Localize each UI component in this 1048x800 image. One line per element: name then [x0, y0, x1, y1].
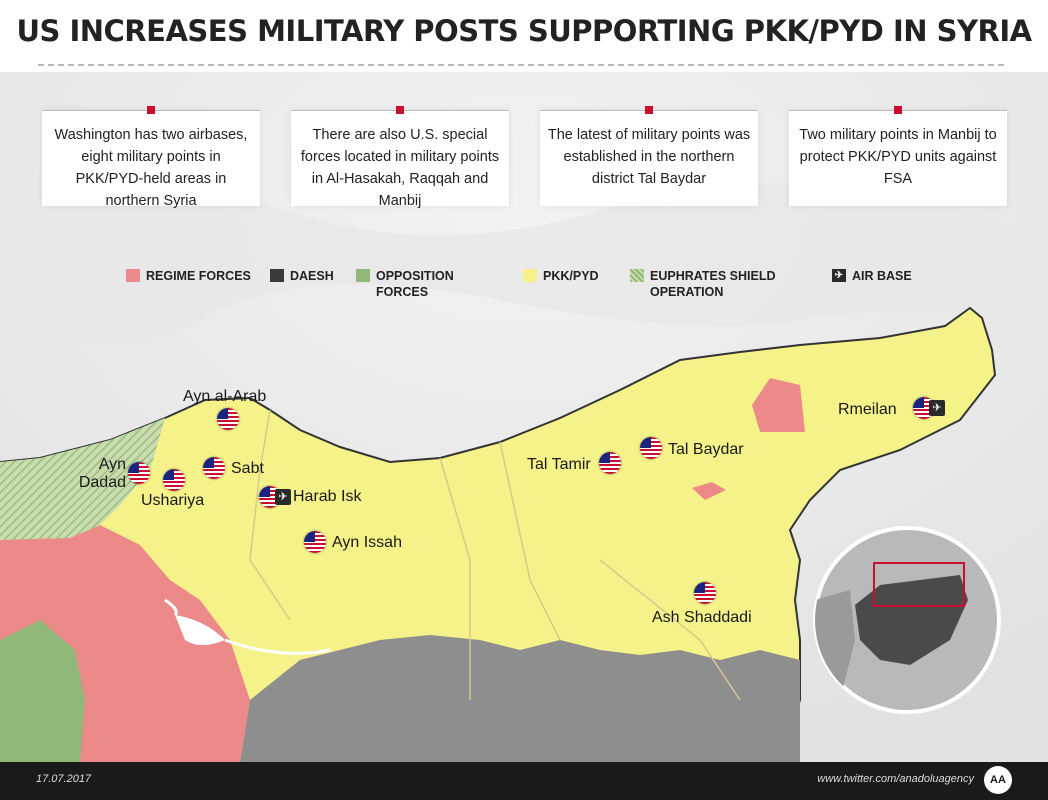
legend-swatch: [126, 269, 140, 282]
us-flag-icon: [128, 462, 150, 484]
legend-swatch: [523, 269, 537, 282]
info-box: Two military points in Manbij to protect…: [789, 106, 1007, 206]
airplane-icon: ✈: [275, 489, 291, 505]
info-box: There are also U.S. special forces locat…: [291, 106, 509, 209]
euphrates-shield-area: [0, 418, 165, 540]
us-flag-icon: [304, 531, 326, 553]
legend-label: EUPHRATES SHIELD OPERATION: [650, 269, 776, 299]
legend-pkk-pyd: PKK/PYD: [523, 268, 599, 284]
info-box: The latest of military points was establ…: [540, 106, 758, 206]
us-flag-icon: [217, 408, 239, 430]
inset-syria: [855, 575, 968, 665]
legend-label: REGIME FORCES: [146, 269, 251, 283]
euphrates-river: [164, 598, 331, 655]
place-tal-baydar: Tal Baydar: [668, 441, 744, 458]
place-ayn-al-arab: Ayn al-Arab: [183, 388, 267, 405]
us-flag-icon: [694, 582, 716, 604]
legend-euphrates-shield: EUPHRATES SHIELD OPERATION: [630, 268, 790, 300]
us-flag-icon: [599, 452, 621, 474]
us-flag-icon: [640, 437, 662, 459]
regime-area-qamishli: [752, 378, 805, 432]
footer-twitter-link[interactable]: www.twitter.com/anadoluagency: [817, 773, 974, 785]
place-ayn-issah: Ayn Issah: [332, 534, 402, 551]
legend-swatch: [270, 269, 284, 282]
info-box-text: The latest of military points was establ…: [547, 127, 751, 187]
title-divider: [38, 64, 1004, 66]
place-rmeilan: Rmeilan: [838, 401, 897, 418]
lake-assad: [175, 615, 225, 645]
anadolu-logo: AA: [984, 766, 1012, 794]
legend-daesh: DAESH: [270, 268, 334, 284]
inset-focus-box: [873, 562, 965, 607]
legend-regime: REGIME FORCES: [126, 268, 251, 284]
legend-air-base: ✈ AIR BASE: [832, 268, 912, 284]
us-flag-icon: [203, 457, 225, 479]
legend-label: AIR BASE: [852, 269, 912, 283]
page-title: US INCREASES MILITARY POSTS SUPPORTING P…: [16, 14, 1032, 48]
place-ash-shaddadi: Ash Shaddadi: [652, 609, 752, 626]
place-ushariya: Ushariya: [141, 492, 205, 509]
legend-label: OPPOSITION FORCES: [376, 269, 454, 299]
legend-label: DAESH: [290, 269, 334, 283]
airplane-icon: ✈: [832, 269, 846, 282]
info-box-text: There are also U.S. special forces locat…: [300, 127, 500, 209]
province-borders: [249, 409, 741, 701]
footer-date: 17.07.2017: [36, 773, 92, 785]
airplane-icon: ✈: [929, 400, 945, 416]
opposition-area-southwest: [0, 620, 85, 762]
place-ayn-dadad: Ayn Dadad: [78, 456, 126, 491]
daesh-area: [240, 635, 800, 762]
regime-area-hasakah: [692, 482, 726, 500]
legend-swatch: [630, 269, 644, 282]
legend-swatch: [356, 269, 370, 282]
info-box: Washington has two airbases, eight milit…: [42, 106, 260, 209]
info-box-text: Two military points in Manbij to protect…: [799, 127, 997, 187]
terrain-shading: [0, 183, 1048, 346]
legend-label: PKK/PYD: [543, 269, 599, 283]
place-sabt: Sabt: [231, 460, 264, 477]
legend-opposition: OPPOSITION FORCES: [356, 268, 466, 300]
footer: 17.07.2017 www.twitter.com/anadoluagency…: [0, 762, 1048, 800]
place-tal-tamir: Tal Tamir: [527, 456, 591, 473]
info-box-text: Washington has two airbases, eight milit…: [54, 127, 248, 209]
place-harab-isk: Harab Isk: [293, 488, 362, 505]
us-flag-icon: [163, 469, 185, 491]
